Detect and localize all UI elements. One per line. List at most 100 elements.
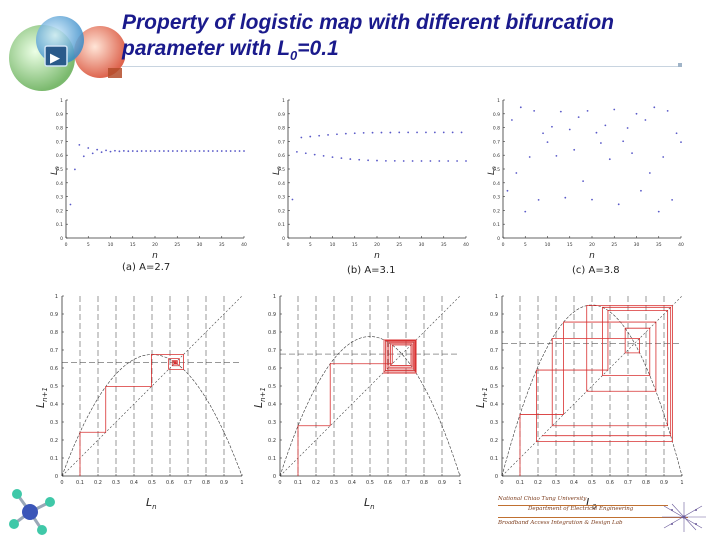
x-tick-label: 0.5 — [148, 480, 156, 486]
y-axis-label: Ln — [272, 166, 283, 175]
y-tick-label: 0 — [273, 474, 276, 480]
data-point — [438, 160, 441, 162]
data-point — [515, 172, 518, 174]
data-point — [304, 152, 307, 155]
play-icon: ▶ — [50, 51, 60, 66]
data-point — [194, 150, 196, 152]
y-tick-label: 0.7 — [490, 348, 498, 354]
y-tick-label: 0.4 — [50, 402, 58, 408]
data-point — [158, 150, 161, 152]
y-tick-label: 0.6 — [278, 153, 285, 159]
data-point — [371, 131, 374, 134]
title-line-2: parameter with L0=0.1 — [122, 37, 339, 64]
y-tick-label: 0 — [495, 474, 498, 480]
x-axis-label: n — [589, 251, 595, 261]
data-point — [586, 110, 589, 112]
x-tick-label: 0.9 — [660, 480, 668, 486]
x-tick-label: 0.6 — [166, 480, 174, 486]
y-tick-label: 0.2 — [278, 208, 285, 214]
y-tick-label: 0.1 — [56, 222, 63, 228]
y-axis-label-sub: n+1 — [259, 387, 267, 402]
x-tick-label: 30 — [197, 242, 203, 248]
y-tick-label: 0.7 — [278, 139, 285, 145]
data-point — [631, 152, 633, 155]
data-point — [582, 180, 584, 183]
data-point — [145, 150, 147, 152]
y-tick-label: 0.6 — [56, 153, 63, 159]
slide-title: Property of logistic map with different … — [122, 10, 702, 69]
x-tick-label: 35 — [441, 242, 447, 248]
logistic-curve — [501, 304, 683, 477]
data-point — [591, 198, 593, 201]
data-point — [648, 172, 651, 174]
x-tick-label: 0.6 — [384, 480, 392, 486]
y-tick-label: 0.5 — [490, 384, 498, 390]
y-tick-label: 0.4 — [490, 402, 498, 408]
logistic-curve — [279, 336, 461, 477]
x-tick-label: 1 — [680, 480, 683, 486]
x-tick-label: 40 — [241, 242, 247, 248]
data-point — [313, 153, 316, 156]
data-point — [595, 131, 598, 134]
data-point — [243, 150, 245, 152]
y-axis-label: Ln+1 — [252, 387, 267, 408]
x-tick-label: 0.7 — [184, 480, 192, 486]
y-tick-label: 0.5 — [56, 167, 63, 173]
footer-department: Department of Electrical Engineering — [528, 506, 634, 512]
data-point — [411, 160, 414, 162]
data-point — [327, 134, 329, 136]
x-tick-label: 0 — [60, 480, 63, 486]
x-tick-label: 0.8 — [420, 480, 428, 486]
x-tick-label: 0.7 — [402, 480, 410, 486]
data-point — [533, 110, 536, 112]
data-point — [198, 150, 201, 152]
data-point — [216, 150, 219, 152]
x-tick-label: 20 — [152, 242, 158, 248]
data-point — [671, 199, 673, 201]
data-point — [114, 149, 116, 152]
caption-1: (b) A=3.1 — [347, 265, 396, 276]
y-axis-label-sub: n+1 — [481, 387, 489, 402]
x-tick-label: 0.5 — [588, 480, 596, 486]
data-point — [604, 124, 607, 127]
y-tick-label: 0.8 — [490, 330, 498, 336]
cobweb-path — [79, 354, 184, 476]
data-point — [344, 132, 347, 135]
data-point — [385, 159, 387, 162]
footer-university: National Chiao Tung University — [498, 496, 587, 502]
y-tick-label: 0.8 — [268, 330, 276, 336]
y-tick-label: 0.5 — [268, 384, 276, 390]
data-point — [122, 150, 125, 152]
x-tick-label: 10 — [330, 242, 336, 248]
data-point — [367, 159, 369, 162]
y-tick-label: 0.3 — [56, 195, 63, 201]
x-tick-label: 35 — [656, 242, 662, 248]
y-axis-label: Ln — [50, 166, 61, 175]
data-point — [353, 132, 356, 135]
data-point — [617, 203, 620, 206]
data-point — [376, 159, 378, 162]
data-point — [140, 150, 143, 152]
y-axis-label: Ln — [487, 166, 498, 175]
x-tick-label: 10 — [545, 242, 551, 248]
footer-lab: Broadband Access Integration & Design La… — [498, 520, 623, 526]
data-point — [465, 160, 467, 162]
title-bullet-marker — [678, 63, 682, 67]
data-point — [666, 110, 669, 112]
y-tick-label: 0.3 — [268, 420, 276, 426]
y-tick-label: 0.3 — [490, 420, 498, 426]
y-tick-label: 0.9 — [493, 112, 500, 118]
x-tick-label: 10 — [108, 242, 114, 248]
diagonal-line — [279, 295, 461, 477]
x-tick-label: 0 — [65, 242, 68, 248]
data-point — [127, 150, 130, 153]
y-tick-label: 0.1 — [278, 222, 285, 228]
y-axis-label-sub: n — [491, 166, 498, 170]
y-tick-label: 0.4 — [278, 181, 285, 187]
cobweb-b: 0 0.1 0.2 0.3 0.4 0.5 0.6 0.7 0.8 0.9 1 0 0.1 0.2 0.3 0… — [252, 294, 462, 511]
x-tick-label: 0 — [502, 242, 505, 248]
x-tick-label: 0.1 — [76, 480, 84, 486]
x-axis-label: Ln — [364, 496, 375, 511]
x-tick-label: 0.6 — [606, 480, 614, 486]
y-tick-label: 0.2 — [50, 438, 58, 444]
